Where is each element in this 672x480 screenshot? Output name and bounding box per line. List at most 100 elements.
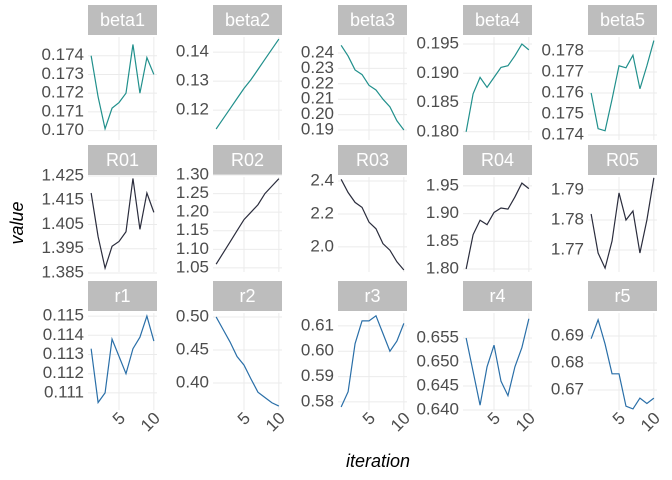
y-tick-label: 0.178 xyxy=(541,41,584,60)
y-tick-label: 0.23 xyxy=(301,58,334,77)
strip-title: R05 xyxy=(606,150,639,170)
y-tick-label: 0.50 xyxy=(176,306,209,325)
strip-title: beta2 xyxy=(225,10,270,30)
strip xyxy=(338,281,407,311)
strip xyxy=(463,5,532,35)
y-tick-label: 0.112 xyxy=(43,363,84,382)
y-tick-label: 0.171 xyxy=(41,101,84,120)
data-line xyxy=(340,179,405,271)
x-tick-label: 10 xyxy=(637,409,664,436)
y-tick-label: 0.115 xyxy=(43,306,84,325)
strip-title: beta1 xyxy=(100,10,145,30)
strip xyxy=(338,5,407,35)
y-tick-label: 1.78 xyxy=(551,209,584,228)
y-tick-label: 0.114 xyxy=(43,325,84,344)
strip xyxy=(88,5,157,35)
strip-title: r3 xyxy=(364,286,380,306)
x-tick-label: 5 xyxy=(609,409,629,429)
data-line xyxy=(215,178,280,265)
strip xyxy=(213,281,282,311)
data-line xyxy=(590,177,655,270)
y-tick-label: 1.30 xyxy=(176,164,209,183)
strip-title: beta3 xyxy=(350,10,395,30)
y-tick-label: 0.21 xyxy=(301,89,334,108)
y-tick-label: 1.20 xyxy=(176,202,209,221)
y-tick-label: 0.59 xyxy=(301,366,334,385)
y-tick-label: 1.90 xyxy=(426,203,459,222)
data-line xyxy=(590,317,655,410)
strip-title: r5 xyxy=(614,286,630,306)
data-line xyxy=(215,38,280,130)
x-tick-label: 5 xyxy=(234,409,254,429)
data-line xyxy=(90,44,155,132)
y-tick-label: 1.25 xyxy=(176,183,209,202)
y-tick-label: 2.0 xyxy=(310,236,334,255)
strip xyxy=(88,281,157,311)
strip-title: R03 xyxy=(356,150,389,170)
y-tick-label: 1.415 xyxy=(41,190,84,209)
y-tick-label: 0.185 xyxy=(416,92,459,111)
strip-title: beta5 xyxy=(600,10,645,30)
x-tick-label: 10 xyxy=(137,409,164,436)
y-tick-label: 0.60 xyxy=(301,341,334,360)
y-tick-label: 0.170 xyxy=(41,120,84,139)
x-tick-label: 10 xyxy=(387,409,414,436)
y-tick-label: 0.113 xyxy=(43,344,84,363)
y-tick-label: 1.77 xyxy=(551,240,584,259)
data-line xyxy=(465,318,530,406)
y-tick-label: 0.19 xyxy=(301,119,334,138)
strip-title: r4 xyxy=(489,286,505,306)
y-tick-label: 0.650 xyxy=(416,351,459,370)
y-tick-label: 1.10 xyxy=(176,239,209,258)
strip-title: R04 xyxy=(481,150,514,170)
strip xyxy=(88,145,157,175)
y-tick-label: 0.14 xyxy=(176,42,209,61)
y-tick-label: 0.175 xyxy=(541,103,584,122)
strip-title: R01 xyxy=(106,150,139,170)
strip-title: R02 xyxy=(231,150,264,170)
y-tick-label: 0.172 xyxy=(41,83,84,102)
y-tick-label: 1.79 xyxy=(551,179,584,198)
y-tick-label: 0.24 xyxy=(301,42,334,61)
y-tick-label: 0.180 xyxy=(416,121,459,140)
strip xyxy=(588,281,657,311)
y-tick-label: 0.174 xyxy=(541,124,584,143)
x-tick-label: 10 xyxy=(512,409,539,436)
data-line xyxy=(340,44,405,131)
y-tick-label: 0.176 xyxy=(541,82,584,101)
y-tick-label: 0.177 xyxy=(541,62,584,81)
y-tick-label: 0.111 xyxy=(44,382,84,401)
y-tick-label: 1.395 xyxy=(41,238,84,257)
y-tick-label: 0.13 xyxy=(176,71,209,90)
y-tick-label: 2.4 xyxy=(310,170,334,189)
x-tick-label: 5 xyxy=(484,409,504,429)
strip-title: r1 xyxy=(114,286,130,306)
y-tick-label: 0.655 xyxy=(416,327,459,346)
y-tick-label: 1.385 xyxy=(41,262,84,281)
y-tick-label: 0.174 xyxy=(41,45,84,64)
y-tick-label: 1.405 xyxy=(41,214,84,233)
y-tick-label: 0.69 xyxy=(551,325,584,344)
y-tick-label: 0.195 xyxy=(416,34,459,53)
x-tick-label: 5 xyxy=(359,409,379,429)
y-tick-label: 0.67 xyxy=(551,379,584,398)
y-tick-label: 0.173 xyxy=(41,64,84,83)
strip xyxy=(588,145,657,175)
y-tick-label: 1.80 xyxy=(426,258,459,277)
y-tick-label: 0.645 xyxy=(416,375,459,394)
y-tick-label: 0.22 xyxy=(301,73,334,92)
y-tick-label: 1.05 xyxy=(176,257,209,276)
y-tick-label: 0.20 xyxy=(301,104,334,123)
y-tick-label: 0.40 xyxy=(176,372,209,391)
y-tick-label: 0.58 xyxy=(301,391,334,410)
y-tick-label: 0.12 xyxy=(176,100,209,119)
y-tick-label: 2.2 xyxy=(310,203,334,222)
strip xyxy=(588,5,657,35)
strip-title: r2 xyxy=(239,286,255,306)
data-line xyxy=(465,182,530,270)
strip xyxy=(463,281,532,311)
data-line xyxy=(340,314,405,408)
y-axis-title: value xyxy=(7,201,27,244)
x-tick-label: 5 xyxy=(109,409,129,429)
